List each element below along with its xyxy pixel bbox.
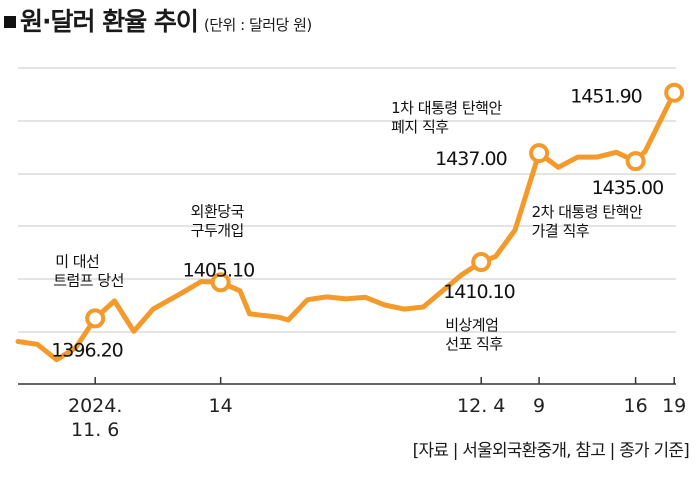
value-label: 1435.00	[592, 177, 664, 199]
x-tick-label: 11. 6	[71, 419, 119, 441]
value-label: 1405.10	[183, 259, 255, 281]
event-label: 선포 직후	[445, 335, 503, 353]
x-tick-label: 16	[624, 395, 648, 417]
x-tick-label: 19	[662, 395, 686, 417]
event-label: 트럼프 당선	[53, 271, 124, 289]
highlight-marker	[664, 82, 685, 103]
event-label: 1차 대통령 탄핵안	[391, 99, 502, 117]
value-label: 1410.10	[443, 281, 515, 303]
event-label: 2차 대통령 탄핵안	[532, 203, 643, 221]
highlight-marker	[529, 143, 550, 164]
event-label: 외환당국	[191, 202, 245, 220]
chart-title: 원·달러 환율 추이 (단위 : 달러당 원)	[4, 2, 312, 36]
event-label: 비상계엄	[445, 316, 498, 334]
x-tick-label: 2024.	[68, 395, 122, 417]
x-tick-label: 12. 4	[457, 395, 505, 417]
event-label: 가결 직후	[532, 222, 590, 240]
title-text: 원·달러 환율 추이	[20, 7, 199, 36]
value-label: 1437.00	[435, 148, 507, 170]
x-tick-label: 9	[533, 395, 545, 417]
highlight-marker	[625, 151, 646, 172]
value-label: 1451.90	[570, 86, 642, 108]
highlight-marker	[210, 272, 231, 293]
value-label: 1396.20	[51, 339, 123, 361]
source-note: [자료 | 서울외국환중개, 참고 | 종가 기준]	[412, 441, 690, 461]
event-label: 미 대선	[55, 252, 99, 270]
unit-label: (단위 : 달러당 원)	[203, 16, 312, 34]
x-tick-label: 14	[209, 395, 233, 417]
event-label: 폐지 직후	[391, 118, 449, 136]
title-square-icon	[4, 16, 16, 28]
highlight-marker	[471, 252, 492, 273]
highlight-marker	[85, 308, 106, 329]
exchange-rate-line	[15, 90, 677, 363]
event-label: 구두개입	[191, 221, 244, 239]
